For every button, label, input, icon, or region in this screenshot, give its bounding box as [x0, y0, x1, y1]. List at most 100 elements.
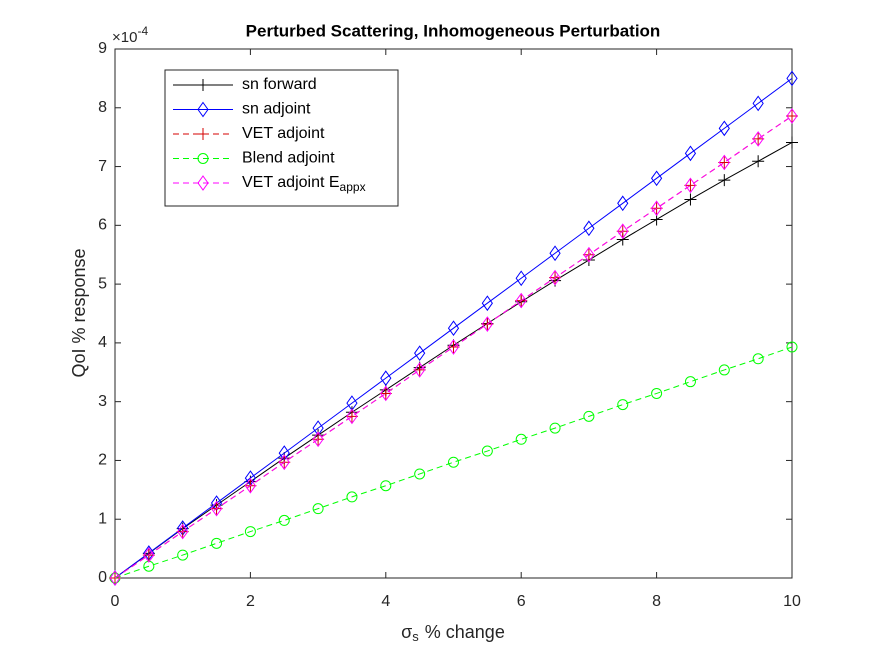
- y-tick-label: 1: [98, 510, 107, 527]
- marker: [752, 131, 764, 147]
- marker: [414, 362, 426, 378]
- marker: [515, 433, 527, 445]
- marker: [413, 363, 426, 376]
- x-axis-label: σs % change: [401, 622, 505, 645]
- y-tick-label: 4: [98, 334, 107, 351]
- marker: [583, 220, 595, 237]
- marker: [312, 503, 324, 515]
- legend-name: VET adjoint E: [242, 174, 340, 191]
- legend-label: VET adjoint Eappx: [242, 174, 366, 194]
- marker: [786, 341, 798, 353]
- marker: [515, 270, 527, 287]
- marker: [244, 526, 256, 538]
- marker: [583, 410, 595, 422]
- marker: [718, 174, 731, 187]
- y-tick-label: 9: [98, 40, 107, 57]
- marker: [718, 156, 731, 169]
- legend-marker: [197, 79, 209, 91]
- x-label-sub: s: [412, 629, 419, 644]
- legend-label: sn forward: [242, 76, 317, 93]
- x-tick-label: 10: [783, 593, 801, 610]
- marker: [684, 177, 697, 194]
- marker: [447, 320, 460, 337]
- marker: [177, 549, 189, 561]
- marker: [617, 399, 629, 411]
- legend-name-sub: appx: [340, 180, 366, 194]
- marker: [211, 537, 223, 549]
- marker: [515, 292, 527, 309]
- marker: [752, 132, 765, 145]
- marker: [481, 316, 493, 332]
- marker: [718, 154, 730, 171]
- marker: [345, 410, 358, 423]
- legend-marker: [197, 101, 209, 118]
- marker: [380, 370, 392, 387]
- marker: [278, 514, 290, 526]
- series-line: [114, 115, 793, 579]
- marker: [380, 480, 392, 492]
- legend-label: Blend adjoint: [242, 150, 335, 167]
- marker: [414, 468, 426, 480]
- marker: [786, 108, 798, 124]
- chart-title: Perturbed Scattering, Inhomogeneous Pert…: [246, 21, 661, 40]
- y-exponent-base: ×10: [112, 29, 137, 46]
- marker: [177, 523, 189, 540]
- y-tick-label: 7: [98, 158, 107, 175]
- marker: [278, 454, 290, 471]
- marker: [312, 431, 324, 448]
- marker: [752, 155, 765, 168]
- marker: [786, 136, 798, 149]
- y-tick-label: 6: [98, 217, 107, 234]
- legend-name: sn adjoint: [242, 101, 311, 118]
- marker: [481, 295, 493, 312]
- marker: [447, 339, 460, 355]
- marker: [346, 491, 358, 503]
- marker: [549, 269, 561, 286]
- marker: [109, 570, 121, 586]
- x-tick-label: 2: [246, 593, 255, 610]
- x-tick-label: 8: [652, 593, 661, 610]
- marker: [448, 456, 459, 468]
- y-exponent: ×10-4: [112, 24, 148, 46]
- legend-marker: [197, 153, 209, 164]
- marker: [786, 110, 798, 123]
- legend-marker: [197, 175, 209, 191]
- legend-label: VET adjoint: [242, 125, 325, 142]
- y-exponent-power: -4: [137, 24, 148, 38]
- series-line: [114, 77, 793, 579]
- legend-name: sn forward: [242, 76, 317, 93]
- legend-name: VET adjoint: [242, 125, 325, 142]
- x-tick-label: 4: [381, 593, 390, 610]
- marker: [617, 195, 629, 212]
- marker: [718, 364, 730, 376]
- y-tick-label: 3: [98, 393, 107, 410]
- marker: [752, 95, 764, 112]
- x-tick-label: 0: [111, 593, 120, 610]
- marker: [447, 341, 460, 354]
- y-tick-label: 2: [98, 452, 107, 469]
- marker: [650, 170, 663, 187]
- marker: [684, 376, 696, 388]
- legend-name: Blend adjoint: [242, 150, 335, 167]
- legend-label: sn adjoint: [242, 101, 311, 118]
- marker: [651, 387, 663, 399]
- marker: [549, 245, 561, 262]
- marker: [346, 408, 358, 425]
- marker: [684, 193, 697, 206]
- marker: [549, 422, 561, 434]
- y-tick-label: 8: [98, 99, 107, 116]
- y-tick-label: 5: [98, 275, 107, 292]
- marker: [786, 70, 798, 87]
- x-label-text: % change: [425, 622, 505, 642]
- marker: [718, 120, 730, 137]
- marker: [684, 145, 697, 162]
- marker: [414, 345, 426, 362]
- marker: [379, 387, 392, 400]
- marker: [752, 353, 764, 365]
- y-tick-label: 0: [98, 569, 107, 586]
- marker: [617, 223, 629, 240]
- marker: [650, 200, 663, 217]
- x-label-symbol: σ: [401, 622, 412, 642]
- marker: [481, 445, 493, 457]
